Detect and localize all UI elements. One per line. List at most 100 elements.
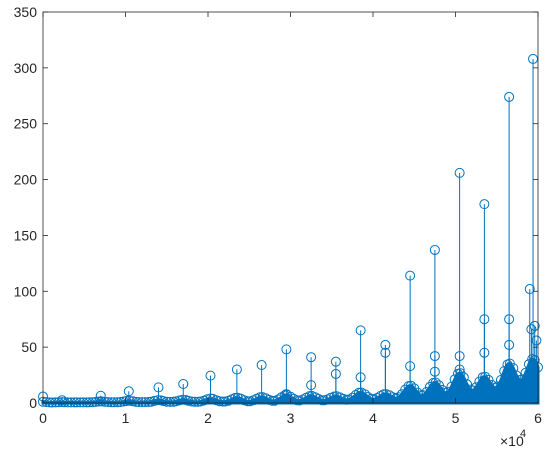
stem-marker bbox=[479, 347, 490, 358]
plot-box bbox=[42, 11, 539, 404]
band-marker bbox=[217, 396, 228, 407]
band-marker bbox=[430, 377, 441, 388]
stem-marker bbox=[504, 314, 515, 325]
stem-marker bbox=[405, 361, 416, 372]
stem-marker bbox=[504, 339, 515, 350]
band-marker bbox=[347, 392, 358, 403]
band-marker bbox=[393, 392, 404, 403]
band-marker bbox=[415, 390, 426, 401]
stem-marker bbox=[429, 244, 440, 255]
stem-marker bbox=[123, 386, 134, 397]
band-marker bbox=[121, 396, 132, 406]
band-marker bbox=[495, 375, 506, 385]
band-marker bbox=[133, 397, 144, 408]
stem-markers bbox=[38, 53, 542, 406]
band-marker bbox=[418, 390, 429, 401]
band-marker bbox=[462, 379, 473, 390]
x-axis-multiplier: ×10 bbox=[500, 433, 524, 449]
stem-marker bbox=[531, 335, 542, 346]
band-marker bbox=[71, 397, 82, 408]
stem-marker bbox=[178, 379, 189, 390]
x-tick-label: 1 bbox=[122, 410, 130, 426]
band-marker bbox=[255, 392, 265, 403]
stem-marker bbox=[526, 324, 537, 335]
band-marker bbox=[158, 396, 169, 407]
band-marker bbox=[467, 385, 478, 396]
band-marker bbox=[316, 395, 327, 406]
band-marker bbox=[84, 397, 95, 408]
stem-marker bbox=[380, 347, 391, 358]
stem-marker bbox=[281, 389, 292, 400]
stem-marker bbox=[95, 390, 106, 401]
x-axis-multiplier-exponent: 4 bbox=[520, 428, 526, 440]
y-tick-label: 0 bbox=[29, 395, 37, 411]
y-tick-label: 100 bbox=[14, 283, 38, 299]
band-marker bbox=[492, 381, 503, 392]
stem-marker bbox=[504, 91, 515, 102]
stem-marker bbox=[429, 366, 440, 377]
stem-lines bbox=[42, 58, 537, 403]
band-marker bbox=[520, 367, 531, 378]
x-tick-label: 6 bbox=[534, 410, 542, 426]
x-tick-label: 3 bbox=[287, 410, 295, 426]
band-marker bbox=[471, 382, 482, 393]
stem-marker bbox=[454, 351, 465, 362]
stem-marker bbox=[405, 270, 416, 281]
band-marker bbox=[483, 374, 494, 385]
stem-marker bbox=[479, 314, 490, 325]
x-tick-label: 2 bbox=[204, 410, 212, 426]
stem-marker bbox=[454, 364, 465, 375]
stem-marker bbox=[355, 372, 366, 383]
stem-marker bbox=[479, 199, 490, 210]
stem-marker bbox=[454, 167, 465, 178]
stem-marker bbox=[529, 320, 540, 331]
y-tick-label: 250 bbox=[14, 116, 38, 132]
y-tick-label: 150 bbox=[14, 227, 38, 243]
stem-marker bbox=[306, 380, 317, 391]
x-tick-label: 5 bbox=[452, 410, 460, 426]
band-marker bbox=[267, 395, 278, 406]
axes-frame bbox=[42, 11, 539, 404]
y-axis-ticks: 0 50 100 150 200 250 300 350 bbox=[14, 4, 538, 411]
band-marker bbox=[109, 397, 119, 408]
x-tick-label: 4 bbox=[369, 410, 377, 426]
stem-marker bbox=[380, 339, 391, 350]
band-marker bbox=[458, 372, 469, 383]
stem-marker bbox=[56, 395, 67, 406]
stem-marker bbox=[306, 352, 317, 363]
band-marker bbox=[405, 380, 416, 391]
y-tick-label: 50 bbox=[21, 339, 37, 355]
x-axis-ticks: 0 1 2 3 4 5 6 bbox=[39, 12, 542, 426]
band-marker bbox=[47, 397, 58, 408]
band-marker bbox=[359, 389, 370, 400]
band-marker bbox=[437, 385, 448, 395]
band-marker bbox=[517, 374, 528, 385]
band-marker bbox=[384, 390, 395, 401]
band-marker bbox=[480, 371, 491, 382]
band-marker bbox=[242, 396, 253, 407]
stem-marker bbox=[355, 325, 366, 336]
stem-marker bbox=[528, 53, 539, 64]
x-tick-label: 0 bbox=[39, 410, 47, 426]
stem-marker bbox=[330, 368, 341, 379]
band-marker bbox=[490, 382, 501, 393]
stem-marker bbox=[153, 382, 164, 393]
y-tick-label: 200 bbox=[14, 172, 38, 188]
band-marker bbox=[486, 380, 497, 390]
band-marker bbox=[421, 387, 432, 397]
stem-marker bbox=[429, 351, 440, 362]
stem-marker bbox=[205, 370, 216, 381]
stem-marker bbox=[524, 284, 535, 295]
y-tick-label: 350 bbox=[14, 4, 38, 20]
stem-marker bbox=[256, 360, 267, 371]
band-marker bbox=[449, 374, 460, 385]
band-marker bbox=[443, 386, 454, 397]
stem-marker bbox=[231, 364, 242, 375]
band-marker bbox=[59, 397, 70, 408]
y-tick-label: 300 bbox=[14, 60, 38, 76]
stem-marker bbox=[330, 356, 341, 367]
stem-marker bbox=[281, 344, 292, 355]
band-marker bbox=[96, 396, 107, 407]
band-marker bbox=[499, 366, 510, 377]
